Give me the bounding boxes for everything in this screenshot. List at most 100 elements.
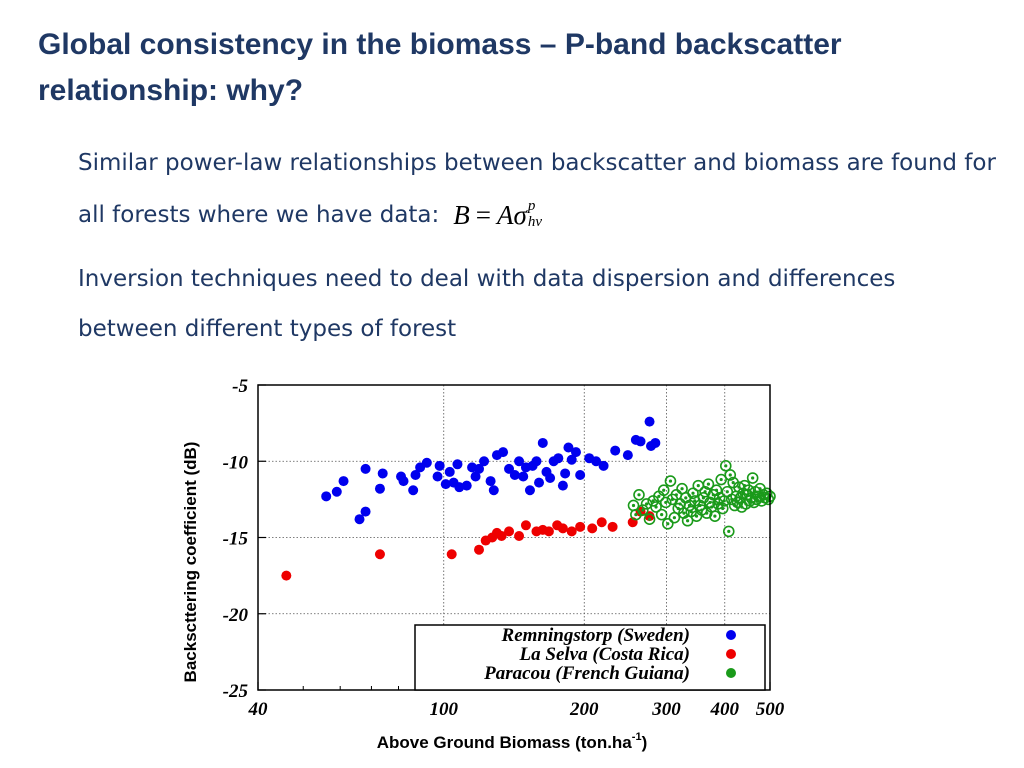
- data-point: [643, 513, 656, 525]
- x-axis-label: Above Ground Biomass (ton.ha-1): [377, 731, 647, 752]
- data-point-center: [694, 514, 699, 518]
- data-point: [474, 544, 485, 555]
- x-tick-label: 200: [569, 699, 599, 720]
- data-point-center: [666, 522, 670, 526]
- data-point: [587, 523, 598, 534]
- data-point: [563, 442, 574, 453]
- legend: Remningstorp (Sweden)La Selva (Costa Ric…: [414, 624, 766, 691]
- data-point-center: [725, 490, 729, 494]
- data-point: [470, 471, 481, 482]
- data-point: [719, 460, 732, 472]
- data-point-center: [664, 500, 668, 505]
- data-point: [452, 459, 463, 470]
- y-tick-label: -10: [223, 452, 249, 473]
- data-point-center: [691, 491, 695, 495]
- data-point-center: [647, 517, 652, 521]
- data-point-center: [662, 488, 666, 492]
- data-point: [474, 463, 485, 474]
- data-point: [570, 447, 581, 458]
- data-point-center: [689, 509, 693, 514]
- data-point: [432, 471, 443, 482]
- data-point: [591, 456, 602, 467]
- data-point: [746, 472, 759, 484]
- legend-label: Paracou (French Guiana): [483, 663, 690, 684]
- data-point: [434, 460, 445, 471]
- x-tick-label: 100: [429, 699, 458, 720]
- data-point: [444, 466, 455, 477]
- data-point: [410, 469, 421, 480]
- data-point-center: [724, 464, 728, 468]
- data-point: [650, 437, 661, 448]
- data-point-center: [637, 493, 641, 497]
- data-point: [566, 454, 577, 465]
- data-point-center: [660, 513, 664, 517]
- data-point: [537, 437, 548, 448]
- data-point: [509, 469, 520, 480]
- data-point: [377, 468, 388, 479]
- data-point: [446, 549, 457, 560]
- legend-marker: [726, 668, 736, 678]
- data-point-center: [674, 493, 678, 497]
- data-point: [514, 456, 525, 467]
- legend-label: La Selva (Costa Rica): [519, 644, 690, 665]
- data-point-center: [703, 490, 707, 494]
- data-point: [374, 549, 385, 560]
- data-point-center: [693, 499, 697, 503]
- data-point-center: [721, 506, 725, 511]
- data-point: [498, 447, 509, 458]
- data-point: [524, 485, 535, 496]
- data-point: [374, 483, 385, 494]
- data-point: [504, 526, 515, 537]
- power-law-formula: B = Aσ p hv: [453, 197, 543, 230]
- data-point-center: [682, 511, 686, 515]
- data-point-center: [722, 499, 726, 503]
- data-point-center: [758, 487, 762, 491]
- data-point: [531, 456, 542, 467]
- data-point: [575, 521, 586, 532]
- data-point-center: [710, 505, 714, 509]
- formula-subscript: hv: [527, 213, 543, 230]
- data-point: [724, 469, 737, 481]
- data-point: [331, 486, 342, 497]
- legend-marker: [726, 630, 736, 640]
- x-tick-label: 500: [756, 699, 785, 720]
- legend-marker: [726, 649, 736, 659]
- legend-box: [414, 624, 766, 691]
- data-point: [496, 530, 507, 541]
- data-point: [360, 506, 371, 517]
- data-point: [557, 523, 568, 534]
- data-point: [716, 502, 729, 515]
- paragraph-power-law: Similar power-law relationships between …: [78, 138, 998, 240]
- y-tick-label: -20: [223, 605, 249, 626]
- data-point: [637, 504, 649, 516]
- data-point: [622, 450, 633, 461]
- data-point-center: [714, 488, 719, 492]
- data-point-center: [631, 503, 636, 508]
- data-point: [553, 453, 564, 464]
- data-point-center: [680, 487, 684, 491]
- legend-label: Remningstorp (Sweden): [501, 625, 690, 646]
- data-point: [518, 471, 529, 482]
- data-point: [742, 484, 755, 497]
- data-point: [321, 491, 332, 502]
- formula-superscript: p: [527, 197, 536, 214]
- data-point-center: [678, 502, 682, 506]
- data-point: [360, 463, 371, 474]
- data-point: [596, 517, 607, 528]
- x-axis-label-superscript: -1: [632, 731, 642, 743]
- data-point: [408, 485, 419, 496]
- data-point-center: [684, 496, 688, 500]
- data-point-center: [706, 482, 711, 486]
- formula-coefficient: A: [497, 200, 514, 230]
- data-point-center: [705, 511, 709, 515]
- data-point-center: [634, 513, 638, 517]
- data-point: [664, 475, 677, 487]
- data-point: [534, 477, 545, 488]
- slide-title: Global consistency in the biomass – P-ba…: [38, 28, 842, 107]
- y-axis-label: Backscttering coefficient (dB): [181, 442, 200, 683]
- data-point: [398, 476, 409, 487]
- y-tick-label: -15: [223, 529, 249, 550]
- data-point-center: [654, 505, 658, 509]
- formula-sigma: σ: [513, 200, 527, 230]
- data-point: [644, 416, 655, 427]
